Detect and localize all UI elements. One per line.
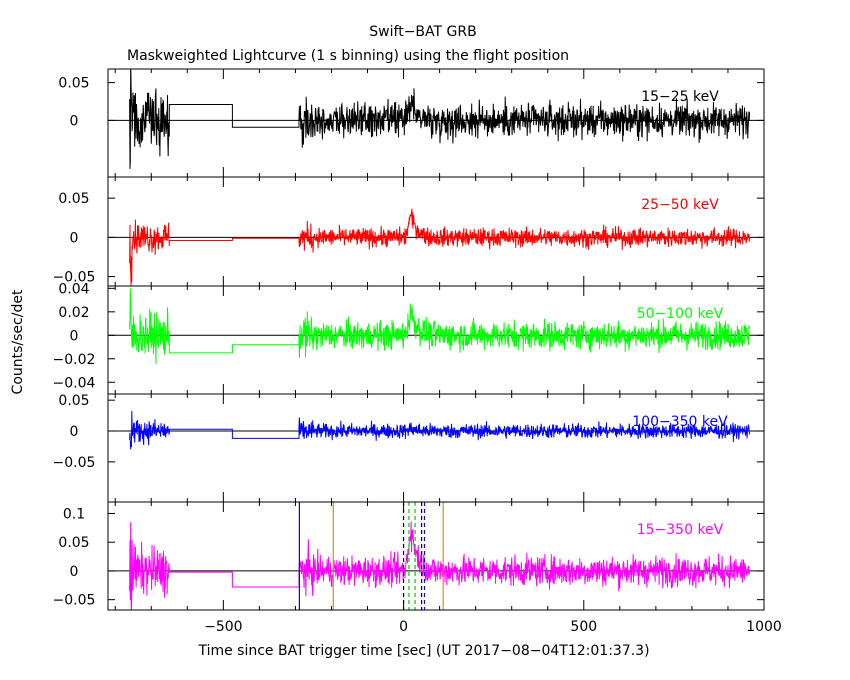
lightcurve-5	[129, 521, 751, 610]
band-label-4: 100−350 keV	[632, 414, 728, 430]
lightcurve-3	[129, 288, 751, 365]
y-tick-label: 0.02	[58, 305, 89, 321]
y-tick-label: 0	[70, 113, 79, 129]
y-tick-label: −0.05	[53, 455, 96, 471]
panel-5: 0.1 0.05 0 −0.05 15−350 keV	[53, 501, 765, 611]
chart-subtitle: Maskweighted Lightcurve (1 s binning) us…	[127, 48, 569, 64]
band-label-5: 15−350 keV	[637, 522, 724, 538]
panel-frame	[107, 501, 765, 611]
y-tick-label: 0.05	[58, 76, 89, 92]
lightcurve-1	[129, 69, 751, 169]
x-tick-label: 1000	[746, 619, 782, 635]
panel-3: 0.04 0.02 0 −0.02 −0.04 50−100 keV	[53, 281, 765, 395]
y-tick-label: 0.05	[58, 393, 89, 409]
x-tick-label: 500	[570, 619, 597, 635]
y-tick-label: 0.05	[58, 191, 89, 207]
lightcurve-4	[129, 410, 751, 450]
y-tick-label: 0	[70, 328, 79, 344]
y-tick-label: 0	[70, 230, 79, 246]
y-tick-label: 0	[70, 564, 79, 580]
y-tick-label: −0.02	[53, 352, 96, 368]
y-tick-label: −0.05	[53, 270, 96, 286]
y-tick-label: −0.04	[53, 375, 96, 391]
x-tick-label: −500	[204, 619, 242, 635]
y-axis-label: Counts/sec/det	[10, 289, 26, 394]
x-axis-label: Time since BAT trigger time [sec] (UT 20…	[197, 643, 649, 659]
band-label-1: 15−25 keV	[641, 89, 719, 105]
y-tick-label: 0.1	[63, 506, 85, 522]
lightcurve-2	[129, 208, 751, 286]
y-tick-label: −0.05	[53, 593, 96, 609]
band-label-2: 25−50 keV	[641, 197, 719, 213]
panel-frame	[107, 393, 765, 503]
y-tick-label: 0.05	[58, 535, 89, 551]
panel-2: 0.05 0 −0.05 25−50 keV	[53, 176, 765, 287]
panel-4: 0.05 0 −0.05 100−350 keV	[53, 393, 765, 503]
y-tick-label: 0	[70, 424, 79, 440]
x-tick-label: 0	[399, 619, 408, 635]
band-label-3: 50−100 keV	[637, 306, 724, 322]
chart-title: Swift−BAT GRB	[369, 24, 476, 40]
panel-frame	[107, 176, 765, 287]
panel-1: 0.05 0 15−25 keV	[58, 68, 765, 178]
y-tick-label: 0.04	[58, 281, 89, 297]
